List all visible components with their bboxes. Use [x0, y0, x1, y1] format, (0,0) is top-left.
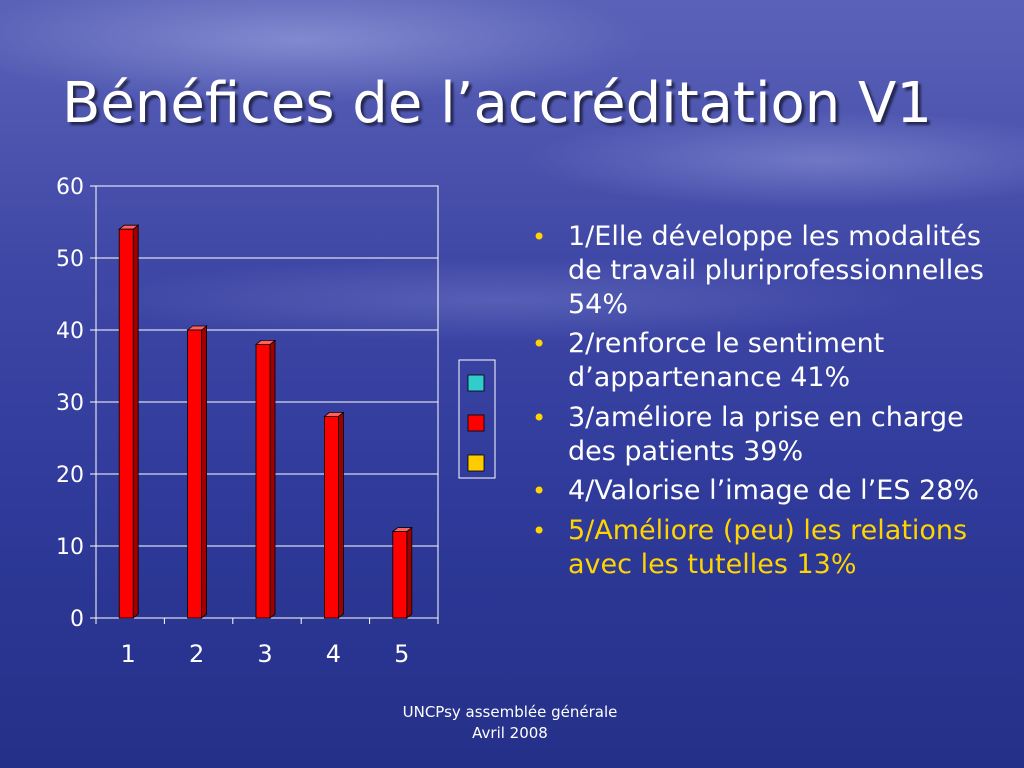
bullet-dot-icon: •	[532, 330, 547, 359]
y-tick-label: 40	[56, 319, 84, 344]
bar	[255, 343, 271, 619]
x-tick-label: 1	[121, 640, 136, 668]
bar	[187, 329, 203, 619]
bullet-item-1: • 1/Elle développe les modalités de trava…	[532, 221, 984, 320]
legend-swatch	[467, 454, 485, 472]
slide-title: Bénéfices de l’accréditation V1	[62, 71, 932, 136]
bar	[392, 531, 408, 619]
y-tick-label: 0	[70, 607, 84, 632]
bullet-dot-icon: •	[532, 477, 547, 506]
x-tick-label: 5	[394, 640, 409, 668]
bullet-item-5: • 5/Améliore (peu) les relations avec les…	[532, 515, 968, 580]
bar-side	[132, 224, 139, 619]
x-tick-label: 2	[189, 640, 204, 668]
bullet-item-4: • 4/Valorise l’image de l’ES 28%	[532, 475, 980, 507]
bar-side	[337, 411, 344, 619]
y-tick-label: 20	[56, 463, 84, 488]
bullet-list: • 1/Elle développe les modalités de trava…	[530, 220, 1000, 588]
bullet-item-2: • 2/renforce le sentiment d’appartenance …	[532, 328, 885, 393]
bar	[323, 415, 339, 619]
bar-chart: 0 10 20 30 40 50 60 1 2 3 4 5	[56, 175, 496, 668]
bar-side	[201, 325, 208, 619]
y-tick-label: 50	[56, 247, 84, 272]
y-tick-label: 30	[56, 391, 84, 416]
legend-swatch	[467, 374, 485, 392]
y-tick-label: 60	[56, 175, 84, 200]
footer: UNCPsy assemblée générale Avril 2008	[340, 702, 680, 744]
x-tick-label: 3	[257, 640, 272, 668]
y-tick-label: 10	[56, 535, 84, 560]
bar-side	[269, 339, 276, 619]
bullet-dot-icon: •	[532, 403, 547, 432]
bullet-item-3: • 3/améliore la prise en charge des patie…	[532, 401, 964, 467]
bullet-dot-icon: •	[532, 223, 547, 251]
x-tick-label: 4	[326, 640, 341, 668]
bar	[118, 228, 134, 619]
bar-side	[406, 526, 413, 619]
footer-line-2: Avril 2008	[472, 724, 548, 742]
footer-line-1: UNCPsy assemblée générale	[402, 703, 618, 721]
legend-swatch	[467, 414, 485, 432]
legend-box	[458, 359, 496, 479]
bullet-dot-icon: •	[532, 517, 547, 545]
